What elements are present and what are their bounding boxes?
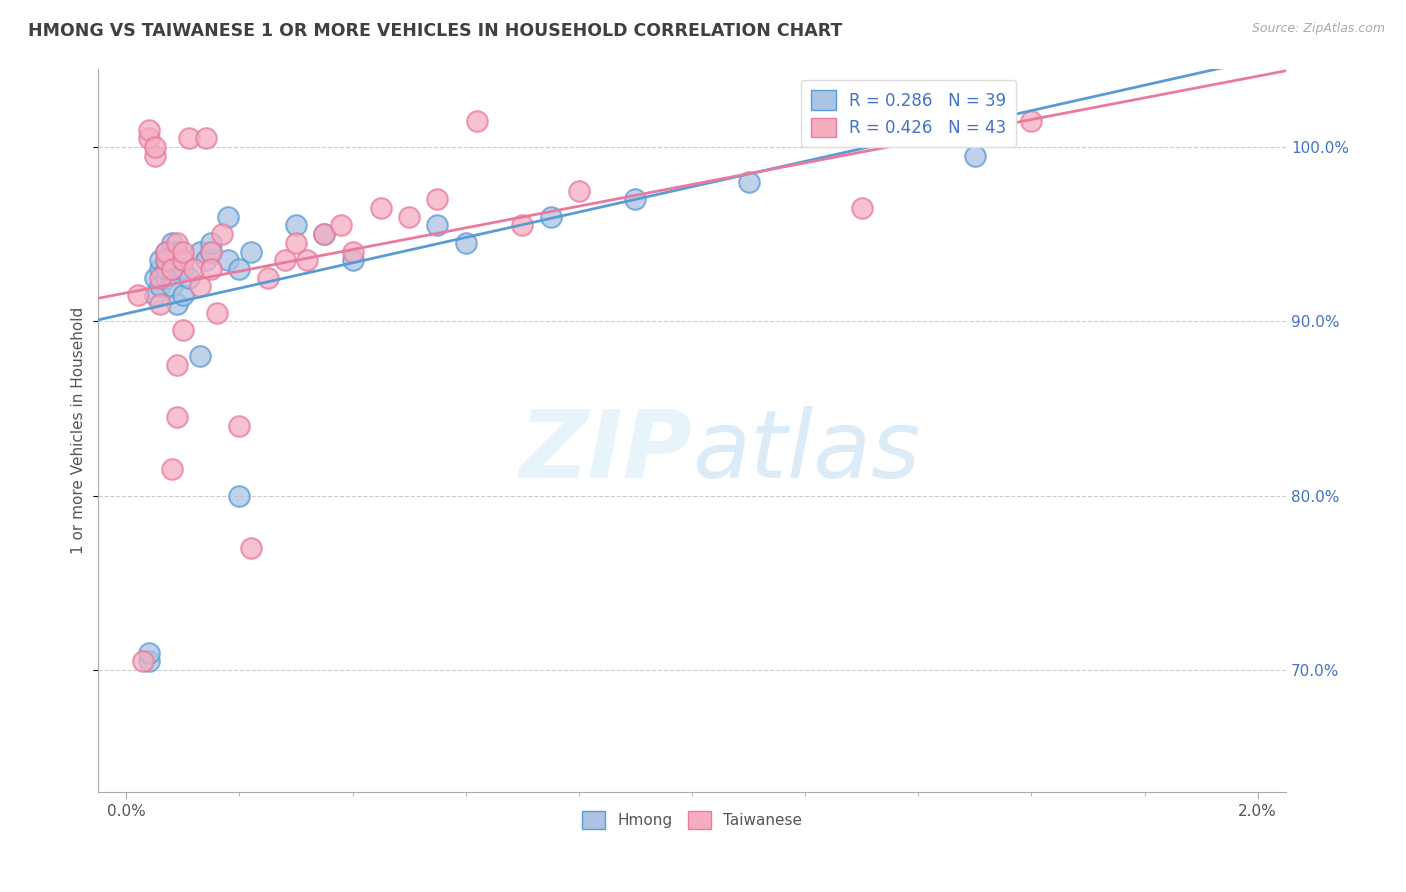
Point <box>285 219 308 233</box>
Point <box>342 253 364 268</box>
Point <box>172 244 194 259</box>
Point <box>155 244 177 259</box>
Text: HMONG VS TAIWANESE 1 OR MORE VEHICLES IN HOUSEHOLD CORRELATION CHART: HMONG VS TAIWANESE 1 OR MORE VEHICLES IN… <box>28 22 842 40</box>
Point <box>510 219 533 233</box>
Point <box>149 279 172 293</box>
Point <box>454 235 477 250</box>
Point <box>177 270 200 285</box>
Point <box>143 288 166 302</box>
Point <box>188 279 211 293</box>
Point <box>370 201 392 215</box>
Point <box>540 210 562 224</box>
Point <box>624 192 647 206</box>
Point <box>166 235 188 250</box>
Point <box>172 323 194 337</box>
Point <box>211 227 233 241</box>
Point <box>172 262 194 277</box>
Point <box>155 253 177 268</box>
Point <box>188 244 211 259</box>
Point <box>160 462 183 476</box>
Point <box>851 201 873 215</box>
Point <box>188 349 211 363</box>
Point <box>200 235 222 250</box>
Point <box>166 358 188 372</box>
Point <box>239 244 262 259</box>
Point <box>155 262 177 277</box>
Point <box>143 140 166 154</box>
Point <box>200 244 222 259</box>
Point <box>314 227 336 241</box>
Point <box>172 253 194 268</box>
Point <box>138 654 160 668</box>
Point <box>143 149 166 163</box>
Point <box>138 646 160 660</box>
Point <box>737 175 759 189</box>
Point <box>194 253 217 268</box>
Point <box>194 131 217 145</box>
Point <box>127 288 149 302</box>
Point <box>330 219 353 233</box>
Text: Source: ZipAtlas.com: Source: ZipAtlas.com <box>1251 22 1385 36</box>
Point <box>314 227 336 241</box>
Point <box>1021 113 1043 128</box>
Point <box>138 122 160 136</box>
Point <box>183 262 205 277</box>
Point <box>160 262 183 277</box>
Point <box>200 244 222 259</box>
Point <box>256 270 278 285</box>
Point <box>155 270 177 285</box>
Point <box>172 288 194 302</box>
Point <box>205 305 228 319</box>
Point <box>217 210 239 224</box>
Point <box>274 253 297 268</box>
Point <box>155 244 177 259</box>
Point <box>200 262 222 277</box>
Point <box>149 262 172 277</box>
Y-axis label: 1 or more Vehicles in Household: 1 or more Vehicles in Household <box>72 307 86 554</box>
Point <box>568 184 591 198</box>
Point <box>132 654 155 668</box>
Point <box>160 262 183 277</box>
Point <box>160 253 183 268</box>
Point <box>217 253 239 268</box>
Text: atlas: atlas <box>692 407 921 498</box>
Point <box>465 113 488 128</box>
Point <box>426 192 449 206</box>
Text: ZIP: ZIP <box>519 406 692 498</box>
Point <box>342 244 364 259</box>
Legend: Hmong, Taiwanese: Hmong, Taiwanese <box>576 805 808 835</box>
Point <box>149 253 172 268</box>
Point <box>166 410 188 425</box>
Point <box>239 541 262 555</box>
Point <box>160 279 183 293</box>
Point <box>166 244 188 259</box>
Point <box>177 131 200 145</box>
Point <box>149 270 172 285</box>
Point <box>138 131 160 145</box>
Point <box>143 270 166 285</box>
Point <box>149 297 172 311</box>
Point <box>228 489 250 503</box>
Point <box>228 262 250 277</box>
Point <box>426 219 449 233</box>
Point <box>285 235 308 250</box>
Point <box>155 253 177 268</box>
Point <box>228 418 250 433</box>
Point <box>160 235 183 250</box>
Point <box>963 149 986 163</box>
Point <box>398 210 420 224</box>
Point <box>297 253 319 268</box>
Point <box>166 297 188 311</box>
